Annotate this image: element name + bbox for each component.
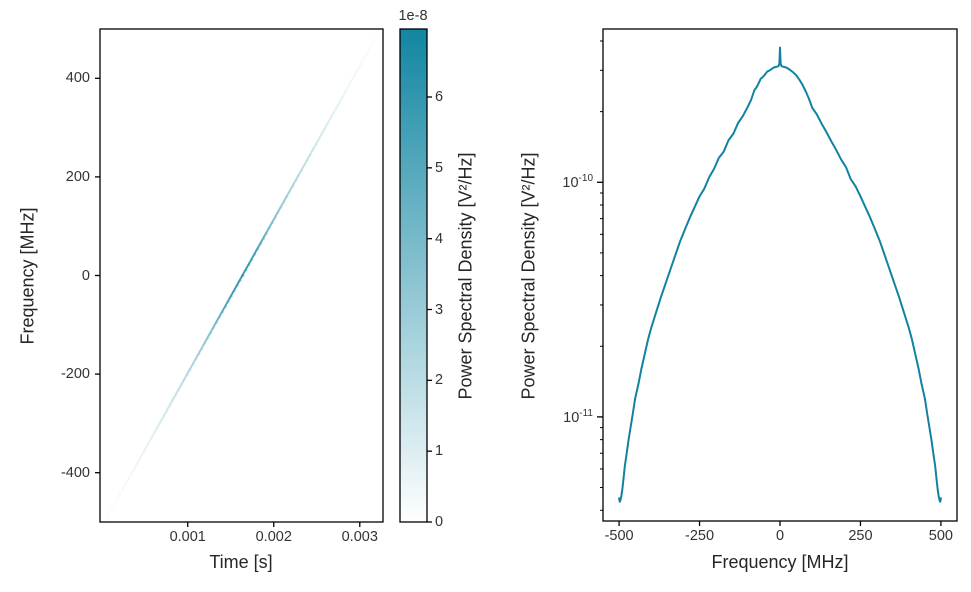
- psd-curve: [618, 46, 942, 503]
- colorbar-frame: [399, 28, 428, 523]
- chirp-ridge-speckle: [103, 28, 383, 523]
- psd-frame: [602, 28, 958, 522]
- colorbar-gradient: [400, 29, 427, 522]
